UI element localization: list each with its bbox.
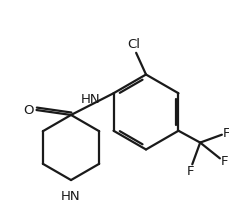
Text: F: F: [222, 127, 229, 140]
Text: HN: HN: [80, 93, 100, 106]
Text: Cl: Cl: [127, 39, 140, 52]
Text: F: F: [186, 165, 193, 178]
Text: F: F: [220, 155, 228, 168]
Text: HN: HN: [61, 190, 80, 203]
Text: O: O: [23, 103, 34, 116]
